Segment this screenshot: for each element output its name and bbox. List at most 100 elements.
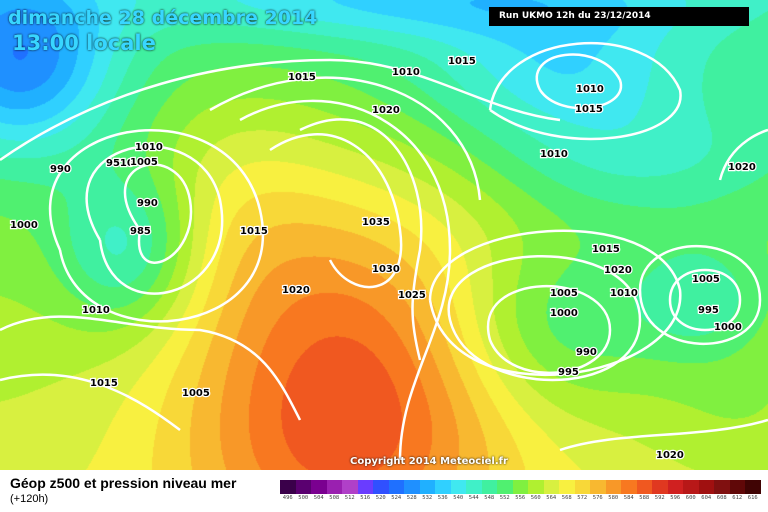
isobar-label: 1005: [550, 288, 578, 299]
isobar-label: 1005: [692, 274, 720, 285]
scale-step: 516: [357, 480, 373, 501]
scale-step: 536: [435, 480, 451, 501]
scale-swatch: [357, 480, 373, 494]
scale-swatch: [729, 480, 745, 494]
lead-time: (+120h): [10, 493, 49, 505]
scale-swatch: [698, 480, 714, 494]
isobar-line: [486, 284, 612, 375]
isobar-label: 1020: [372, 105, 400, 116]
parameter-title: Géop z500 et pression niveau mer: [10, 475, 237, 491]
scale-step: 576: [590, 480, 606, 501]
scale-step: 616: [745, 480, 761, 501]
scale-tick: 560: [530, 495, 541, 501]
scale-tick: 608: [716, 495, 727, 501]
isobar-line: [535, 53, 623, 110]
scale-swatch: [466, 480, 482, 494]
scale-tick: 592: [654, 495, 665, 501]
isobar-label: 1015: [575, 104, 603, 115]
scale-step: 544: [466, 480, 482, 501]
scale-step: 568: [559, 480, 575, 501]
scale-swatch: [311, 480, 327, 494]
scale-step: 612: [729, 480, 745, 501]
scale-step: 504: [311, 480, 327, 501]
scale-step: 556: [512, 480, 528, 501]
scale-step: 552: [497, 480, 513, 501]
scale-swatch: [574, 480, 590, 494]
isobar-label: 1010: [540, 149, 568, 160]
scale-swatch: [419, 480, 435, 494]
scale-step: 584: [621, 480, 637, 501]
scale-swatch: [636, 480, 652, 494]
isobar-label: 1015: [90, 378, 118, 389]
scale-step: 596: [667, 480, 683, 501]
scale-swatch: [590, 480, 606, 494]
isobar-label: 1005: [182, 388, 210, 399]
scale-step: 572: [574, 480, 590, 501]
copyright-text: Copyright 2014 Meteociel.fr: [350, 456, 508, 467]
isobar-label: 1020: [282, 285, 310, 296]
scale-tick: 520: [375, 495, 386, 501]
isobar-line: [428, 229, 682, 377]
isobar-line: [718, 128, 768, 181]
isobar-line: [559, 418, 768, 452]
isobar-label: 1010: [135, 142, 163, 153]
scale-step: 500: [295, 480, 311, 501]
isobar-label: 9510: [106, 158, 134, 169]
scale-step: 512: [342, 480, 358, 501]
isobar-label: 1025: [398, 290, 426, 301]
scale-swatch: [559, 480, 575, 494]
isobar-line: [668, 268, 742, 332]
scale-swatch: [652, 480, 668, 494]
scale-tick: 564: [546, 495, 557, 501]
scale-tick: 512: [344, 495, 355, 501]
scale-tick: 524: [391, 495, 402, 501]
scale-tick: 532: [422, 495, 433, 501]
forecast-time: 13:00 locale: [12, 31, 156, 55]
isobar-label: 1015: [240, 226, 268, 237]
isobar-label: 1000: [714, 322, 742, 333]
isobar-label: 1010: [82, 305, 110, 316]
isobar-label: 1030: [372, 264, 400, 275]
isobar-line: [0, 373, 181, 432]
scale-swatch: [528, 480, 544, 494]
scale-swatch: [621, 480, 637, 494]
scale-tick: 584: [623, 495, 634, 501]
isobar-label: 995: [698, 305, 719, 316]
isobar-line: [488, 41, 682, 141]
scale-step: 540: [450, 480, 466, 501]
isobar-line: [209, 76, 482, 201]
isobar-line: [299, 118, 423, 361]
isobar-label: 1015: [448, 56, 476, 67]
scale-tick: 616: [747, 495, 758, 501]
scale-tick: 568: [561, 495, 572, 501]
isobar-label: 1015: [592, 244, 620, 255]
isobar-line: [0, 315, 302, 421]
scale-step: 592: [652, 480, 668, 501]
model-run-label: Run UKMO 12h du 23/12/2014: [489, 7, 749, 26]
scale-tick: 580: [608, 495, 619, 501]
scale-swatch: [745, 480, 761, 494]
scale-tick: 576: [592, 495, 603, 501]
scale-step: 604: [698, 480, 714, 501]
isobar-line: [48, 129, 264, 323]
scale-swatch: [295, 480, 311, 494]
scale-step: 524: [388, 480, 404, 501]
color-scale: 496 500 504 508 512 516 520 524 528 532 536 540 544 5…: [280, 480, 761, 501]
isobar-label: 1020: [656, 450, 684, 461]
scale-tick: 604: [701, 495, 712, 501]
scale-tick: 528: [406, 495, 417, 501]
isobar-label: 990: [576, 347, 597, 358]
scale-tick: 600: [685, 495, 696, 501]
scale-swatch: [404, 480, 420, 494]
scale-tick: 540: [453, 495, 464, 501]
scale-step: 580: [605, 480, 621, 501]
scale-step: 496: [280, 480, 296, 501]
scale-tick: 504: [313, 495, 324, 501]
scale-step: 520: [373, 480, 389, 501]
forecast-date: dimanche 28 décembre 2014: [8, 7, 318, 29]
scale-swatch: [373, 480, 389, 494]
isobar-label: 1010: [610, 288, 638, 299]
scale-swatch: [481, 480, 497, 494]
isobar-line: [123, 163, 193, 264]
isobar-label: 985: [130, 226, 151, 237]
